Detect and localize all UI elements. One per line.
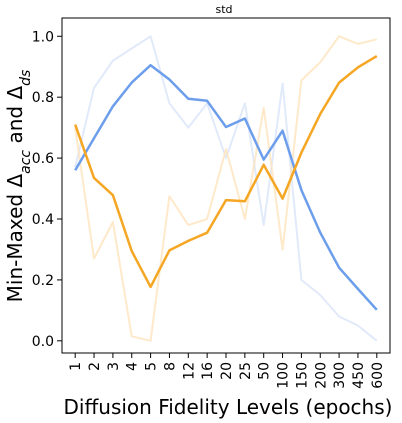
series-line-3: [74, 35, 378, 342]
x-tick-label-3: 4: [125, 362, 141, 371]
x-tick-label-6: 12: [181, 362, 197, 380]
x-tick-label-9: 25: [238, 362, 254, 380]
x-tick-label-13: 200: [313, 362, 329, 389]
series-line-1: [74, 55, 378, 289]
y-axis-title-mid: and: [3, 100, 27, 150]
y-axis-title-symbol-1: Δ: [3, 174, 27, 188]
y-tick-label-1: 0.2: [32, 273, 54, 289]
series-layer: [74, 35, 378, 342]
x-tick-label-14: 300: [332, 362, 348, 389]
plot-frame: [61, 17, 391, 354]
y-axis-title: Min-Maxed Δacc and Δds: [3, 70, 34, 303]
y-axis-title-symbol-2: Δ: [3, 86, 27, 100]
x-tick-label-15: 450: [351, 362, 367, 389]
x-tick-label-0: 1: [68, 362, 84, 371]
x-axis: 1 2 3 4 5 8 12 16 20 25 50 100 150 200 300 450 600: [68, 353, 386, 389]
y-tick-label-4: 0.8: [32, 90, 54, 106]
x-tick-label-5: 8: [162, 362, 178, 371]
y-tick-label-2: 0.4: [32, 212, 54, 228]
x-tick-label-2: 3: [106, 362, 122, 371]
y-tick-label-5: 1.0: [32, 29, 54, 45]
series-line-0: [74, 63, 378, 311]
x-tick-label-4: 5: [144, 362, 160, 371]
y-tick-label-3: 0.6: [32, 151, 54, 167]
y-axis-title-subscript-1: acc: [18, 150, 34, 174]
x-tick-label-11: 100: [276, 362, 292, 389]
x-tick-label-16: 600: [370, 362, 386, 389]
y-axis-title-prefix: Min-Maxed: [3, 188, 27, 303]
series-line-2: [74, 35, 378, 342]
x-tick-label-10: 50: [257, 362, 273, 380]
y-axis-title-subscript-2: ds: [18, 70, 34, 86]
x-tick-label-7: 16: [200, 362, 216, 380]
x-tick-label-12: 150: [294, 362, 310, 389]
x-tick-label-8: 20: [219, 362, 235, 380]
chart-title: std: [215, 3, 232, 16]
x-axis-title: Diffusion Fidelity Levels (epochs): [64, 395, 393, 419]
y-tick-label-0: 0.0: [32, 334, 54, 350]
y-axis: 0.0 0.2 0.4 0.6 0.8 1.0: [32, 29, 62, 350]
x-tick-label-1: 2: [87, 362, 103, 371]
